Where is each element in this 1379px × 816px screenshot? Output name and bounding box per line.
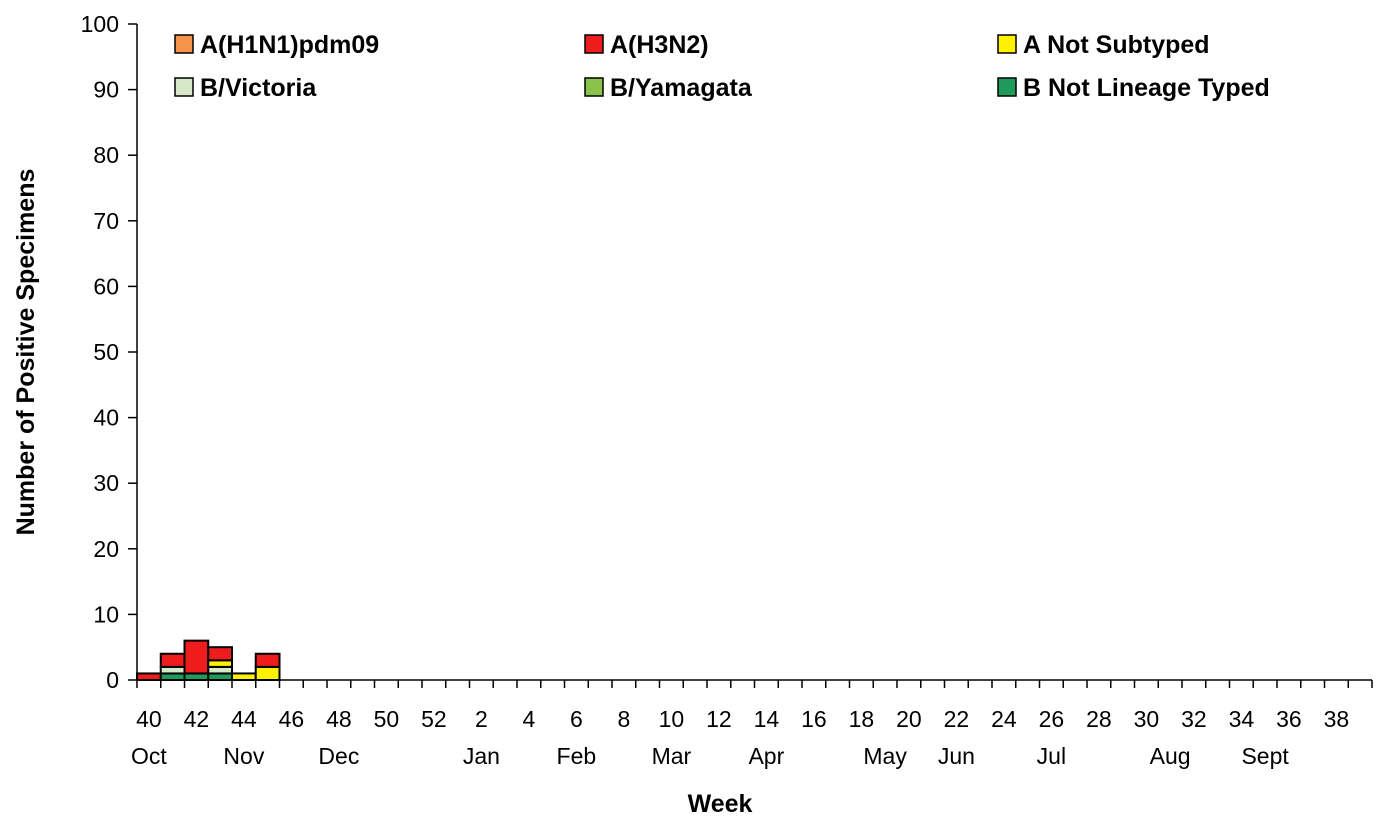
y-tick-label: 90	[93, 77, 119, 103]
legend-swatch	[174, 77, 194, 97]
x-tick-label: 4	[522, 706, 535, 732]
legend-label: A(H1N1)pdm09	[200, 31, 379, 59]
y-tick-label: 40	[93, 405, 119, 431]
y-tick-label: 60	[93, 273, 119, 299]
y-axis: 0 10 20 30 40 50 60 70 80 90 100	[81, 11, 138, 693]
month-label: Oct	[131, 743, 167, 769]
x-tick-label: 14	[754, 706, 780, 732]
bar-segment	[207, 646, 233, 662]
x-tick-label: 22	[944, 706, 970, 732]
y-tick-label: 10	[93, 601, 119, 627]
x-tick-label: 28	[1086, 706, 1112, 732]
x-tick-label: 24	[991, 706, 1017, 732]
bar-segment	[183, 639, 210, 675]
legend-label: B/Yamagata	[610, 74, 753, 102]
month-label: Mar	[652, 743, 692, 769]
month-label: Apr	[748, 743, 784, 769]
legend-swatch	[997, 77, 1017, 97]
x-tick-label: 52	[421, 706, 447, 732]
legend-label: B/Victoria	[200, 74, 317, 102]
x-tick-label: 50	[374, 706, 400, 732]
x-tick-label: 26	[1039, 706, 1065, 732]
legend-label: B Not Lineage Typed	[1023, 74, 1270, 102]
y-tick-label: 100	[81, 11, 119, 37]
bar-segment	[136, 672, 162, 682]
bars	[136, 639, 281, 682]
x-tick-label: 20	[896, 706, 922, 732]
x-tick-label: 8	[617, 706, 630, 732]
bar-segment	[231, 672, 257, 682]
bar-segment	[159, 652, 186, 668]
month-label: Feb	[557, 743, 597, 769]
x-tick-label: 2	[475, 706, 488, 732]
x-tick-label: 30	[1134, 706, 1160, 732]
x-tick-label: 36	[1276, 706, 1302, 732]
legend-label: A Not Subtyped	[1023, 31, 1210, 59]
month-label: Dec	[318, 743, 359, 769]
x-tick-label: 32	[1181, 706, 1207, 732]
x-tick-label: 12	[706, 706, 732, 732]
legend-swatch	[997, 34, 1017, 54]
x-axis-title: Week	[688, 790, 753, 816]
legend: A(H1N1)pdm09 A(H3N2) A Not Subtyped B/Victo…	[174, 31, 1270, 102]
y-tick-label: 70	[93, 208, 119, 234]
x-tick-label: 46	[279, 706, 305, 732]
month-label: Sept	[1241, 743, 1289, 769]
month-label: Jul	[1037, 743, 1066, 769]
x-axis: 40 42 44 46 48 50 52 2 4 6 8 10 12 14 16 18 20 22 24 26 28 30…	[131, 679, 1373, 769]
y-tick-label: 0	[106, 667, 119, 693]
y-axis-title: Number of Positive Specimens	[12, 169, 40, 536]
legend-swatch	[584, 34, 604, 54]
y-tick-label: 20	[93, 536, 119, 562]
y-tick-label: 50	[93, 339, 119, 365]
month-label: Jun	[938, 743, 975, 769]
x-tick-label: 44	[231, 706, 257, 732]
month-label: Jan	[463, 743, 500, 769]
x-tick-label: 48	[326, 706, 352, 732]
month-label: Aug	[1150, 743, 1191, 769]
legend-label: A(H3N2)	[610, 31, 709, 59]
legend-swatch	[174, 34, 194, 54]
x-tick-label: 40	[136, 706, 162, 732]
x-tick-label: 16	[801, 706, 827, 732]
month-label: Nov	[223, 743, 264, 769]
y-tick-label: 80	[93, 142, 119, 168]
x-tick-label: 38	[1324, 706, 1350, 732]
x-tick-label: 10	[659, 706, 685, 732]
x-tick-label: 18	[849, 706, 875, 732]
bar-segment	[254, 652, 281, 668]
month-label: May	[863, 743, 907, 769]
bar-segment	[254, 665, 281, 682]
x-tick-label: 6	[570, 706, 583, 732]
legend-swatch	[584, 77, 604, 97]
x-tick-label: 34	[1229, 706, 1255, 732]
x-tick-label: 42	[184, 706, 210, 732]
y-tick-label: 30	[93, 470, 119, 496]
